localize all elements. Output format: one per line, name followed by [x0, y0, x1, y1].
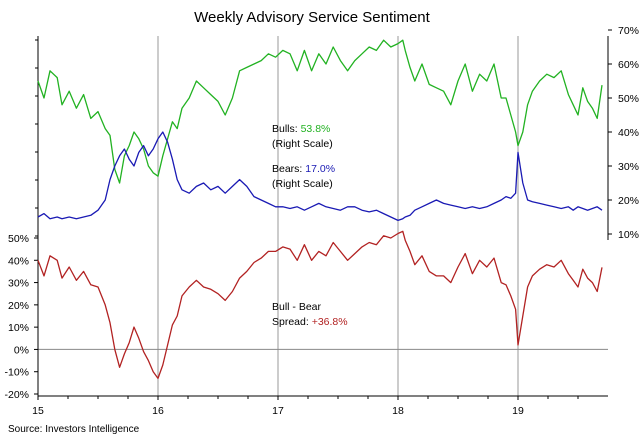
x-tick-label: 16 — [152, 405, 164, 417]
x-axis-ticks: 15 16 17 18 19 — [32, 396, 579, 417]
left-tick-label: -10% — [4, 367, 29, 379]
right-tick-label: 70% — [618, 25, 639, 37]
right-axis-ticks: 10% 20% 30% 40% 50% 60% 70% — [608, 25, 639, 241]
x-tick-label: 15 — [32, 405, 44, 417]
left-tick-label: 30% — [8, 278, 29, 290]
spread-series-line — [37, 230, 603, 380]
right-tick-label: 40% — [618, 127, 639, 139]
source-note: Source: Investors Intelligence — [8, 424, 140, 435]
x-tick-label: 17 — [272, 405, 284, 417]
bulls-annotation-scale: (Right Scale) — [272, 138, 333, 150]
x-tick-label: 18 — [392, 405, 404, 417]
left-tick-label: 10% — [8, 322, 29, 334]
right-tick-label: 10% — [618, 229, 639, 241]
left-tick-label: 0% — [14, 344, 29, 356]
left-tick-label: 40% — [8, 255, 29, 267]
bears-annotation-scale: (Right Scale) — [272, 178, 333, 190]
bulls-series-line — [37, 39, 603, 184]
right-tick-label: 50% — [618, 93, 639, 105]
right-tick-label: 20% — [618, 195, 639, 207]
spread-annotation-value: +36.8% — [312, 316, 348, 328]
right-tick-label: 30% — [618, 161, 639, 173]
series-layer — [37, 39, 603, 380]
left-tick-label: 50% — [8, 233, 29, 245]
bulls-annotation-label: Bulls: — [272, 123, 301, 135]
bears-annotation: Bears: 17.0% — [272, 163, 335, 175]
spread-annotation: Spread: +36.8% — [272, 316, 348, 328]
spread-annotation-title: Bull - Bear — [272, 301, 322, 313]
chart-title: Weekly Advisory Service Sentiment — [194, 9, 430, 26]
left-tick-label: -20% — [4, 389, 29, 401]
right-tick-label: 60% — [618, 59, 639, 71]
left-axis-ticks: -20% -10% 0% 10% 20% 30% 40% 50% — [4, 39, 38, 401]
x-tick-label: 19 — [512, 405, 524, 417]
bears-series-line — [37, 131, 603, 222]
bears-annotation-value: 17.0% — [305, 163, 335, 175]
spread-annotation-label: Spread: — [272, 316, 312, 328]
bulls-annotation-value: 53.8% — [301, 123, 331, 135]
bulls-annotation: Bulls: 53.8% — [272, 123, 330, 135]
left-tick-label: 20% — [8, 300, 29, 312]
bears-annotation-label: Bears: — [272, 163, 305, 175]
vertical-gridlines — [157, 36, 519, 396]
